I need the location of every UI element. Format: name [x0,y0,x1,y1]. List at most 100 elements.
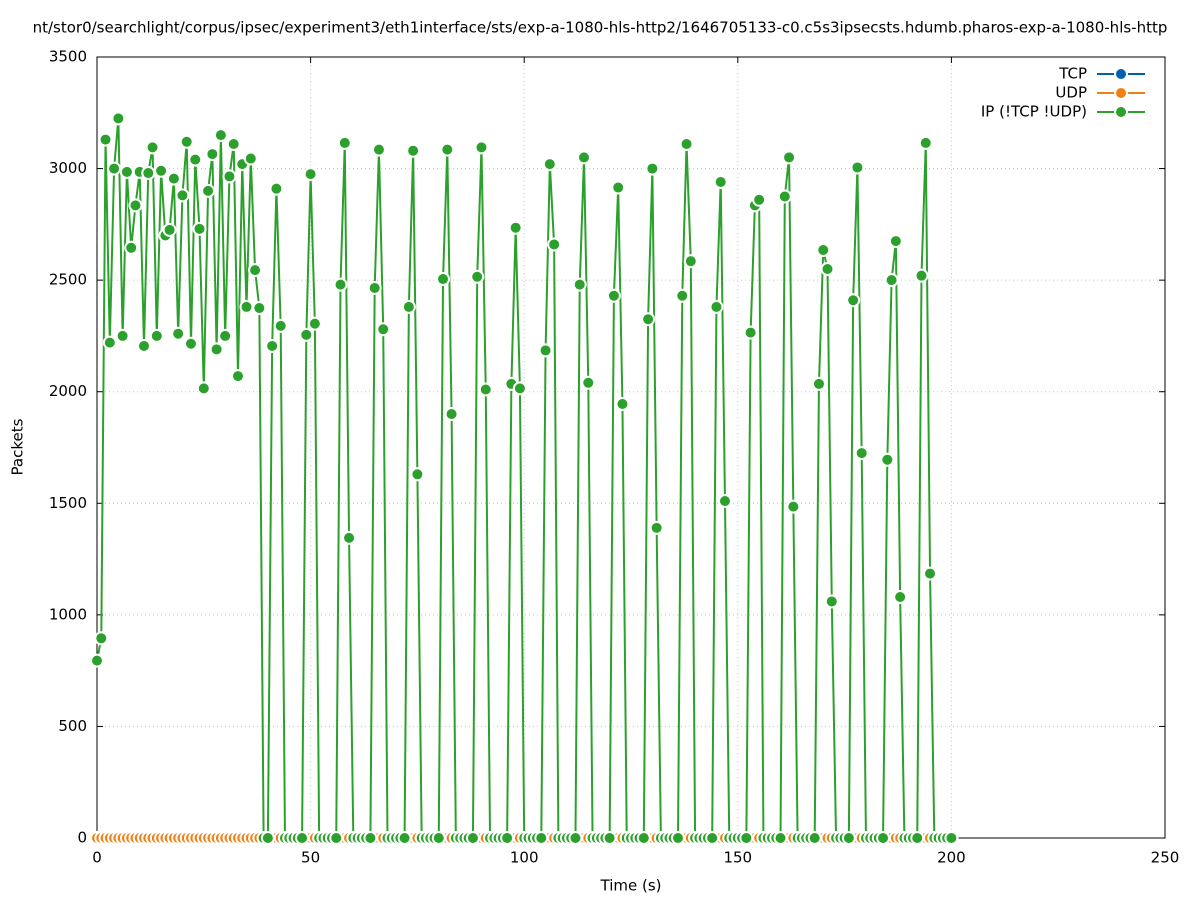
x-tick-label: 50 [301,849,320,867]
x-tick-label: 100 [510,849,539,867]
data-point [880,452,895,467]
data-point [782,150,797,165]
data-point [222,169,237,184]
data-point [307,316,322,331]
data-point [944,831,959,845]
y-axis-label: Packets [9,418,27,475]
data-point [807,831,822,845]
data-point [820,261,835,276]
data-point [196,381,211,396]
data-point [577,150,592,165]
data-point [824,594,839,609]
data-point [474,140,489,155]
x-tick-label: 0 [92,849,102,867]
data-point [431,831,446,845]
data-point [709,299,724,314]
data-point [538,343,553,358]
data-point [705,831,720,845]
x-axis-label: Time (s) [600,877,662,895]
legend-marker [1114,67,1128,81]
data-point [230,369,245,384]
data-point [188,152,203,167]
data-point [205,147,220,162]
data-point [440,142,455,157]
data-point [363,831,378,845]
data-point [786,499,801,514]
data-point [252,301,267,316]
y-tick-label: 3500 [49,48,87,66]
data-point [470,269,485,284]
data-point [183,336,198,351]
data-point [209,342,224,357]
data-point [162,222,177,237]
data-point [436,272,451,287]
data-point [670,831,685,845]
data-point [226,137,241,152]
data-point [572,277,587,292]
data-point [410,467,425,482]
data-point [649,520,664,535]
data-point [773,831,788,845]
data-point [508,220,523,235]
data-point [478,382,493,397]
data-point [841,831,856,845]
data-point [154,163,169,178]
data-point [645,161,660,176]
data-point [406,143,421,158]
y-tick-label: 1500 [49,494,87,512]
data-point [295,831,310,845]
data-point [111,111,126,126]
data-point [914,268,929,283]
data-point [115,328,130,343]
data-point [893,590,908,605]
y-tick-label: 3000 [49,159,87,177]
data-point [876,831,891,845]
data-point [149,328,164,343]
data-point [444,407,459,422]
data-point [90,653,104,668]
data-point [128,198,143,213]
legend-label: UDP [1055,84,1087,102]
data-point [500,831,515,845]
data-point [265,338,280,353]
y-tick-label: 0 [77,829,87,847]
data-point [636,831,651,845]
data-point [401,299,416,314]
data-point [850,160,865,175]
data-point [854,446,869,461]
data-point [269,181,284,196]
data-point [846,293,861,308]
data-point [641,312,656,327]
chart-title: nt/stor0/searchlight/corpus/ipsec/experi… [33,19,1168,37]
plot-frame [96,56,1166,839]
data-point [299,327,314,342]
data-point [248,263,263,278]
data-point [273,318,288,333]
data-point [171,326,186,341]
data-point [568,831,583,845]
data-point [239,299,254,314]
legend-marker [1114,86,1128,100]
data-point [218,328,233,343]
data-point [260,831,275,845]
data-point [342,530,357,545]
y-tick-label: 2000 [49,382,87,400]
data-point [201,183,216,198]
data-point [119,164,134,179]
data-point [175,188,190,203]
data-point [371,142,386,157]
data-point [213,128,228,143]
data-point [192,221,207,236]
data-point [124,240,139,255]
data-point [107,161,122,176]
x-tick-label: 200 [937,849,966,867]
data-point [376,322,391,337]
data-point [811,376,826,391]
x-tick-label: 250 [1151,849,1180,867]
data-point [581,375,596,390]
x-tick-label: 150 [723,849,752,867]
data-point [94,631,109,646]
data-point [717,494,732,509]
data-point [397,831,412,845]
